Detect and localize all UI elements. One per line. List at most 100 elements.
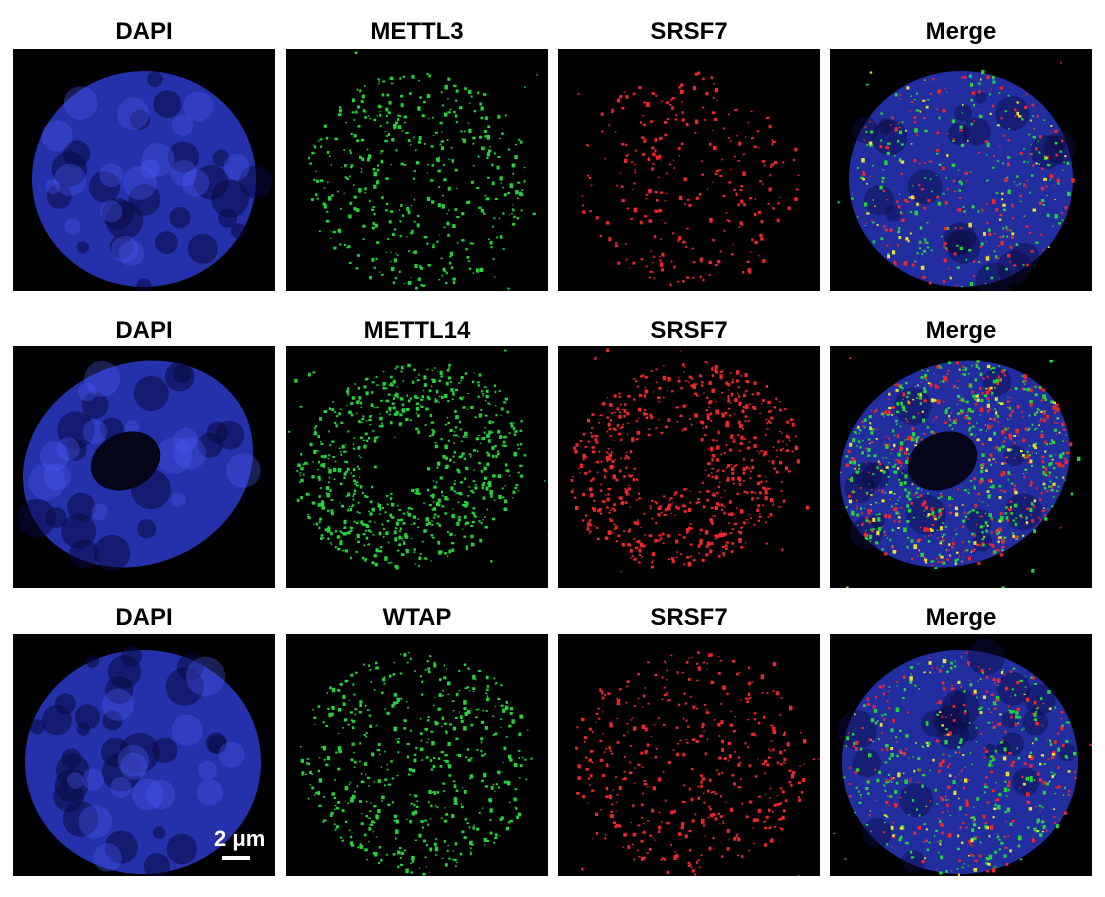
signal-puncta bbox=[738, 530, 740, 533]
signal-puncta bbox=[991, 544, 995, 548]
signal-puncta bbox=[907, 239, 910, 243]
signal-puncta bbox=[454, 431, 456, 433]
signal-puncta bbox=[433, 513, 437, 516]
signal-puncta bbox=[920, 376, 924, 379]
signal-puncta bbox=[411, 508, 414, 510]
signal-puncta bbox=[1001, 462, 1004, 465]
signal-puncta bbox=[777, 818, 781, 821]
signal-puncta bbox=[520, 140, 523, 144]
signal-puncta bbox=[1043, 486, 1047, 490]
signal-puncta bbox=[981, 392, 984, 395]
signal-puncta bbox=[443, 819, 448, 823]
signal-puncta bbox=[946, 558, 950, 561]
signal-puncta bbox=[391, 703, 395, 708]
signal-puncta bbox=[499, 138, 501, 140]
signal-puncta bbox=[345, 471, 348, 473]
signal-puncta bbox=[639, 542, 644, 548]
signal-puncta bbox=[326, 756, 331, 761]
signal-puncta bbox=[579, 439, 583, 443]
signal-puncta bbox=[464, 431, 468, 437]
signal-puncta bbox=[456, 862, 458, 864]
signal-puncta bbox=[347, 245, 351, 249]
signal-puncta bbox=[738, 476, 741, 478]
signal-puncta bbox=[937, 561, 940, 563]
signal-puncta bbox=[906, 395, 909, 399]
signal-puncta bbox=[407, 280, 412, 285]
signal-puncta bbox=[386, 712, 390, 715]
signal-puncta bbox=[484, 726, 488, 730]
signal-puncta bbox=[758, 721, 761, 725]
signal-puncta bbox=[988, 255, 990, 258]
signal-puncta bbox=[399, 672, 403, 675]
signal-puncta bbox=[924, 505, 929, 510]
signal-puncta bbox=[768, 826, 772, 829]
signal-puncta bbox=[504, 485, 506, 487]
signal-puncta bbox=[659, 191, 664, 194]
signal-puncta bbox=[478, 811, 481, 814]
signal-puncta bbox=[723, 757, 727, 760]
signal-puncta bbox=[1030, 502, 1033, 505]
signal-puncta bbox=[447, 465, 450, 468]
signal-puncta bbox=[729, 221, 732, 223]
signal-puncta bbox=[1002, 669, 1004, 671]
chromatin-patch bbox=[899, 783, 934, 818]
signal-puncta bbox=[854, 811, 857, 814]
signal-puncta bbox=[684, 427, 686, 429]
signal-puncta bbox=[434, 697, 436, 699]
signal-puncta bbox=[1004, 427, 1007, 431]
signal-puncta bbox=[453, 451, 456, 454]
signal-puncta bbox=[964, 766, 966, 768]
signal-puncta bbox=[1007, 253, 1011, 258]
signal-puncta bbox=[461, 138, 464, 141]
signal-puncta bbox=[1012, 534, 1015, 538]
signal-puncta bbox=[431, 200, 435, 204]
signal-puncta bbox=[670, 557, 674, 560]
signal-puncta bbox=[727, 395, 729, 398]
signal-puncta bbox=[628, 528, 631, 531]
signal-puncta bbox=[488, 798, 492, 802]
signal-puncta bbox=[472, 142, 475, 145]
signal-puncta bbox=[900, 143, 904, 146]
signal-puncta bbox=[881, 526, 883, 529]
signal-puncta bbox=[458, 670, 461, 673]
signal-puncta bbox=[475, 716, 478, 719]
signal-puncta bbox=[759, 412, 761, 415]
signal-puncta bbox=[591, 413, 595, 416]
signal-puncta bbox=[360, 406, 362, 409]
signal-puncta bbox=[762, 486, 765, 490]
signal-puncta bbox=[462, 396, 465, 398]
signal-puncta bbox=[698, 491, 701, 493]
signal-puncta bbox=[1006, 235, 1009, 238]
signal-puncta bbox=[752, 732, 756, 736]
signal-puncta bbox=[989, 407, 992, 410]
signal-puncta bbox=[921, 745, 925, 748]
signal-puncta bbox=[458, 420, 461, 424]
signal-puncta bbox=[996, 124, 1000, 127]
signal-puncta bbox=[575, 506, 578, 511]
signal-puncta bbox=[738, 483, 740, 484]
signal-puncta bbox=[453, 84, 457, 88]
signal-puncta bbox=[684, 203, 687, 205]
signal-puncta bbox=[861, 522, 864, 526]
signal-puncta bbox=[501, 771, 503, 773]
signal-puncta bbox=[428, 435, 432, 438]
signal-puncta bbox=[753, 842, 755, 845]
signal-puncta bbox=[735, 194, 738, 197]
signal-puncta bbox=[354, 489, 357, 492]
signal-puncta bbox=[992, 371, 995, 374]
signal-puncta bbox=[518, 750, 521, 752]
signal-puncta bbox=[644, 375, 648, 379]
signal-puncta bbox=[357, 846, 360, 849]
signal-puncta bbox=[439, 678, 442, 682]
signal-puncta bbox=[990, 478, 993, 481]
chromatin-patch bbox=[173, 437, 207, 470]
signal-puncta bbox=[947, 361, 952, 365]
signal-puncta bbox=[638, 417, 640, 419]
signal-puncta bbox=[467, 758, 472, 762]
signal-puncta bbox=[394, 661, 396, 664]
signal-puncta bbox=[678, 533, 681, 536]
signal-puncta bbox=[661, 432, 664, 435]
signal-puncta bbox=[485, 197, 490, 201]
signal-puncta bbox=[610, 412, 614, 415]
signal-puncta bbox=[502, 496, 505, 499]
